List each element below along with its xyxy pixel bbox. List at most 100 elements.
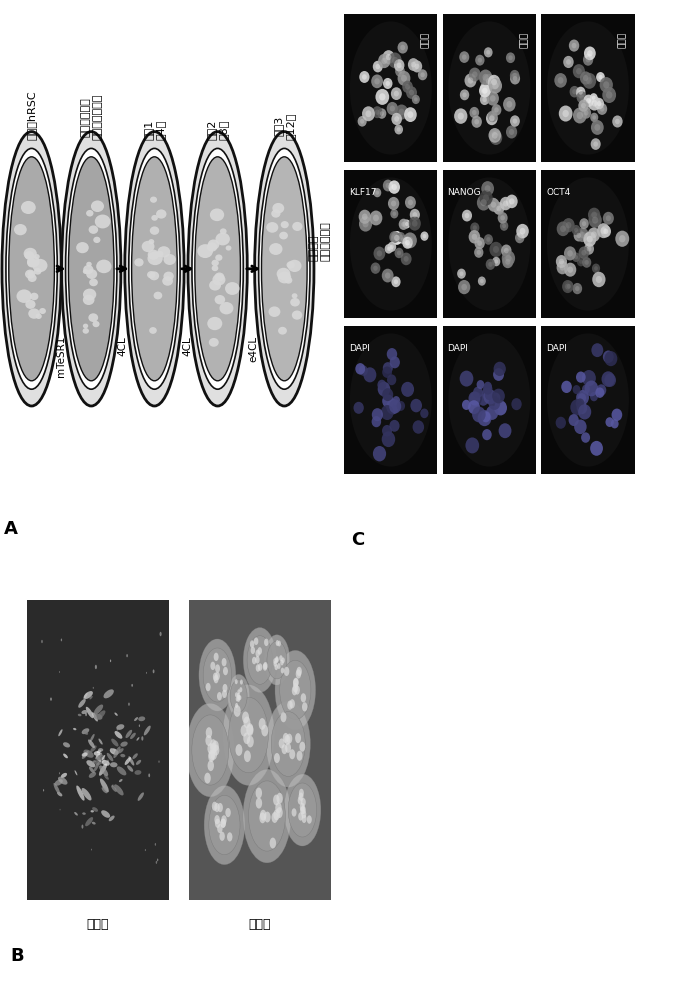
Ellipse shape: [86, 262, 92, 267]
Ellipse shape: [562, 280, 573, 293]
Ellipse shape: [260, 810, 267, 821]
Ellipse shape: [572, 225, 580, 235]
Ellipse shape: [559, 259, 564, 264]
Ellipse shape: [470, 222, 479, 233]
Ellipse shape: [560, 225, 566, 232]
Ellipse shape: [222, 690, 227, 698]
Ellipse shape: [570, 86, 579, 97]
Ellipse shape: [130, 733, 136, 739]
Ellipse shape: [219, 302, 234, 314]
Ellipse shape: [603, 350, 614, 363]
Ellipse shape: [116, 724, 124, 730]
Ellipse shape: [506, 52, 515, 63]
Ellipse shape: [382, 425, 392, 437]
Ellipse shape: [590, 392, 598, 401]
Ellipse shape: [460, 89, 469, 100]
Ellipse shape: [497, 212, 508, 224]
Ellipse shape: [250, 647, 255, 654]
Ellipse shape: [567, 250, 573, 257]
Ellipse shape: [299, 742, 305, 752]
Ellipse shape: [489, 78, 502, 94]
Ellipse shape: [371, 416, 381, 427]
Ellipse shape: [235, 692, 238, 697]
Ellipse shape: [587, 50, 593, 56]
Ellipse shape: [74, 770, 78, 775]
Ellipse shape: [157, 858, 159, 861]
Ellipse shape: [394, 248, 404, 258]
Text: 更换培养基以
用于原始态转化: 更换培养基以 用于原始态转化: [80, 94, 102, 140]
Ellipse shape: [584, 46, 596, 60]
Ellipse shape: [258, 663, 263, 671]
Ellipse shape: [409, 90, 414, 95]
Ellipse shape: [78, 714, 82, 716]
Ellipse shape: [199, 639, 236, 711]
Ellipse shape: [518, 235, 522, 240]
Ellipse shape: [237, 693, 240, 698]
Ellipse shape: [288, 783, 317, 837]
Ellipse shape: [267, 641, 287, 679]
Ellipse shape: [594, 98, 604, 109]
Ellipse shape: [488, 198, 498, 209]
Ellipse shape: [483, 74, 495, 89]
Ellipse shape: [207, 760, 214, 771]
Ellipse shape: [581, 103, 586, 108]
Ellipse shape: [94, 751, 101, 756]
Ellipse shape: [583, 95, 594, 107]
Ellipse shape: [481, 199, 487, 206]
Ellipse shape: [259, 148, 310, 389]
Ellipse shape: [298, 812, 303, 821]
Ellipse shape: [94, 762, 99, 772]
Ellipse shape: [382, 388, 394, 401]
Ellipse shape: [142, 241, 155, 252]
Ellipse shape: [93, 714, 97, 717]
Ellipse shape: [92, 822, 96, 825]
Ellipse shape: [487, 91, 499, 106]
Ellipse shape: [572, 385, 580, 394]
Ellipse shape: [279, 738, 285, 748]
Ellipse shape: [214, 803, 220, 812]
Ellipse shape: [34, 254, 40, 259]
Ellipse shape: [388, 52, 402, 68]
Ellipse shape: [388, 180, 400, 194]
Text: DAPI: DAPI: [448, 344, 468, 353]
Ellipse shape: [496, 206, 502, 211]
Ellipse shape: [464, 213, 469, 218]
Ellipse shape: [102, 755, 105, 760]
Ellipse shape: [385, 81, 390, 86]
Ellipse shape: [378, 382, 390, 396]
Ellipse shape: [271, 209, 281, 218]
Ellipse shape: [399, 219, 408, 230]
Ellipse shape: [510, 115, 520, 127]
Ellipse shape: [217, 824, 223, 833]
Ellipse shape: [82, 825, 84, 829]
Ellipse shape: [2, 132, 61, 406]
Ellipse shape: [378, 54, 390, 68]
Ellipse shape: [215, 272, 224, 281]
Ellipse shape: [215, 233, 230, 245]
Ellipse shape: [414, 97, 418, 102]
Ellipse shape: [492, 257, 500, 266]
Ellipse shape: [215, 815, 220, 824]
Ellipse shape: [36, 314, 42, 319]
Ellipse shape: [136, 737, 140, 741]
Ellipse shape: [288, 260, 302, 272]
Ellipse shape: [28, 274, 36, 282]
Ellipse shape: [500, 221, 508, 231]
Ellipse shape: [499, 423, 512, 438]
Ellipse shape: [401, 237, 405, 242]
Ellipse shape: [88, 313, 98, 322]
Ellipse shape: [238, 695, 240, 700]
Ellipse shape: [387, 242, 396, 252]
Ellipse shape: [252, 657, 256, 664]
Ellipse shape: [134, 770, 141, 775]
Ellipse shape: [605, 417, 614, 427]
Ellipse shape: [392, 57, 398, 64]
Ellipse shape: [493, 134, 499, 141]
Ellipse shape: [277, 641, 281, 646]
Ellipse shape: [273, 661, 277, 667]
Ellipse shape: [215, 295, 225, 304]
Ellipse shape: [391, 231, 403, 245]
Ellipse shape: [504, 248, 509, 253]
Ellipse shape: [371, 262, 381, 274]
Ellipse shape: [247, 636, 273, 684]
